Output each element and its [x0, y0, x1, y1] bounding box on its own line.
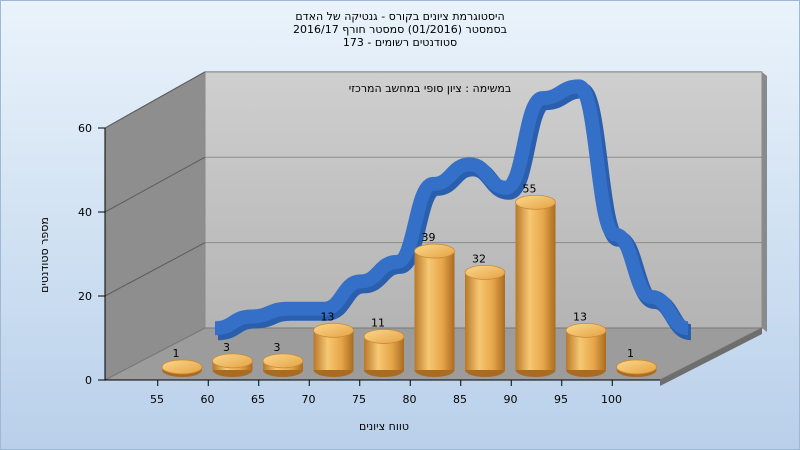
bar-value-label: 13	[321, 310, 335, 323]
bar-value-label: 3	[274, 341, 281, 354]
bar-top	[313, 322, 354, 338]
bar-70: 13	[313, 310, 354, 377]
gridline-left-3	[104, 71, 206, 129]
bar-value-label: 32	[472, 252, 486, 265]
bar-85: 32	[464, 252, 506, 377]
y-tick-label-1: 20	[78, 290, 92, 303]
chart-titles: היסטוגרמת ציונים בקורס - גנטיקה של האדם …	[0, 10, 800, 49]
bar-100: 1	[616, 347, 657, 377]
floor-edge	[660, 328, 762, 386]
bar-top	[414, 243, 455, 259]
bar-value-label: 55	[523, 182, 537, 195]
bar-top	[464, 264, 506, 280]
title-line-2: בסמסטר (01/2016) סמסטר חורף 2016/17	[293, 23, 507, 36]
bar-top	[616, 359, 657, 375]
chart-subtitle: במשימה : ציון סופי במחשב המרכזי	[349, 82, 512, 95]
bar-top	[565, 322, 607, 338]
bar-90: 55	[515, 182, 556, 377]
bar-top	[363, 329, 405, 344]
bar-value-label: 1	[173, 347, 180, 360]
bar-value-label: 39	[422, 231, 436, 244]
left-wall	[104, 71, 206, 381]
x-tick-label-2: 65	[251, 393, 265, 406]
bar-60: 3	[212, 341, 253, 377]
title-line-1: היסטוגרמת ציונים בקורס - גנטיקה של האדם	[295, 10, 505, 23]
bar-95: 13	[565, 310, 607, 377]
distribution-curve	[214, 79, 693, 341]
y-axis: 0 20 40 60	[78, 122, 106, 387]
bar-value-label: 11	[371, 316, 385, 329]
bar-value-label: 3	[223, 341, 230, 354]
bar-80: 39	[414, 231, 455, 377]
x-tick-label-4: 75	[352, 393, 366, 406]
curve-ribbon	[214, 79, 690, 336]
bar-75: 11	[363, 316, 405, 377]
gridlines	[104, 71, 762, 297]
x-axis-label: טווח ציונים	[359, 420, 409, 433]
bar-body	[515, 202, 556, 370]
bar-top	[515, 194, 556, 210]
y-tick-label-3: 60	[78, 122, 92, 135]
gridline-left-1	[104, 242, 206, 297]
x-tick-label-0: 55	[150, 393, 164, 406]
gridline-left-2	[104, 156, 206, 213]
title-line-3: סטודנטים רשומים - 173	[342, 36, 458, 49]
x-tick-label-6: 85	[453, 393, 467, 406]
bar-body	[414, 251, 455, 370]
x-axis: 55 60 65 70 75 80 85 90 95 100	[105, 379, 660, 406]
bar-top	[262, 353, 304, 369]
x-tick-label-7: 90	[504, 393, 518, 406]
x-tick-label-8: 95	[554, 393, 568, 406]
bar-body	[465, 272, 505, 370]
bar-55: 1	[161, 347, 203, 377]
bar-top	[212, 353, 253, 369]
y-tick-label-0: 0	[85, 374, 92, 387]
bar-value-label: 1	[627, 347, 634, 360]
bar-value-label: 13	[573, 310, 587, 323]
x-tick-label-1: 60	[201, 393, 215, 406]
x-tick-label-5: 80	[403, 393, 417, 406]
bar-top	[161, 359, 203, 375]
y-tick-label-2: 40	[78, 206, 92, 219]
x-tick-label-3: 70	[302, 393, 316, 406]
bar-65: 3	[262, 341, 304, 377]
x-tick-label-9: 100	[601, 393, 622, 406]
y-axis-label: מספר סטודנטים	[38, 217, 51, 293]
right-edge	[762, 72, 767, 332]
